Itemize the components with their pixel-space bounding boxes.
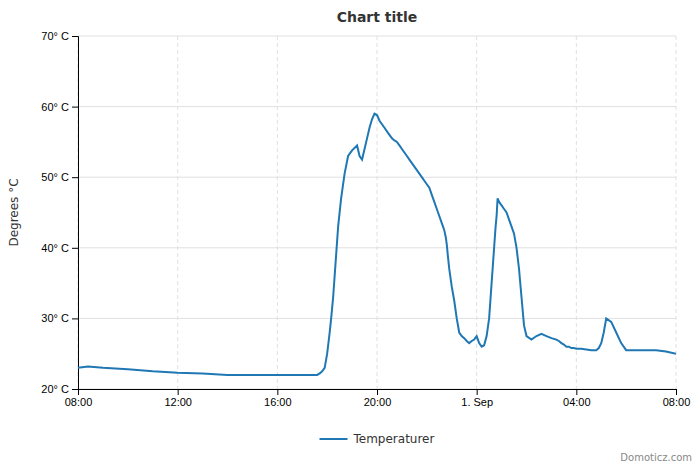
x-tick-label: 20:00	[364, 396, 392, 408]
y-tick-mark	[72, 318, 78, 319]
legend-item: Temperaturer	[319, 432, 434, 446]
annotation: Domoticz.com	[620, 452, 692, 463]
x-tick-label: 12:00	[164, 396, 192, 408]
legend: Temperaturer	[319, 432, 434, 446]
y-tick-label: 20° C	[41, 383, 69, 395]
y-tick: 50° C	[41, 171, 78, 183]
grid-line-x	[177, 36, 178, 389]
title: Chart title	[337, 9, 418, 25]
y-tick-label: 70° C	[41, 30, 69, 42]
y-tick-mark	[72, 107, 78, 108]
grid-line-x	[377, 36, 378, 389]
chart: 08:0012:0016:0020:001. Sep04:0008:0020° …	[0, 0, 700, 467]
line	[78, 114, 676, 375]
x-tick: 08:00	[663, 389, 691, 408]
x-tick-label: 04:00	[563, 396, 591, 408]
grid-line-x	[277, 36, 278, 389]
x-tick-mark	[178, 389, 179, 395]
x-tick-mark	[576, 389, 577, 395]
y-tick-mark	[72, 248, 78, 249]
y-axis: 20° C 30° C 40° C 50° C 60° C 70° C	[41, 30, 78, 395]
y-tick-label: 40° C	[41, 242, 69, 254]
x-tick-label: 08:00	[65, 396, 93, 408]
legend-label: Temperaturer	[352, 432, 434, 446]
x-axis-line	[79, 390, 677, 396]
y-tick-label: 30° C	[41, 312, 69, 324]
grid-line-x	[576, 36, 577, 389]
x-tick: 20:00	[364, 389, 392, 408]
x-tick-mark	[676, 389, 677, 395]
grid	[78, 36, 676, 389]
marks	[78, 114, 676, 375]
x-tick-mark	[377, 389, 378, 395]
y-tick: 20° C	[41, 383, 78, 395]
y-tick-mark	[72, 389, 78, 390]
x-tick: 16:00	[264, 389, 292, 408]
x-tick-mark	[477, 389, 478, 395]
plot: 08:0012:0016:0020:001. Sep04:0008:0020° …	[41, 30, 690, 408]
y-tick: 40° C	[41, 242, 78, 254]
x-tick: 1. Sep	[461, 389, 493, 408]
grid-line-x	[676, 36, 677, 389]
x-tick: 12:00	[164, 389, 192, 408]
legend-swatch	[319, 438, 347, 440]
x-tick-label: 16:00	[264, 396, 292, 408]
x-tick-label: 08:00	[663, 396, 691, 408]
x-tick-label: 1. Sep	[461, 396, 493, 408]
x-tick: 04:00	[563, 389, 591, 408]
y-tick-mark	[72, 177, 78, 178]
x-tick-mark	[277, 389, 278, 395]
y-tick: 70° C	[41, 30, 78, 42]
y-tick-label: 60° C	[41, 101, 69, 113]
y-tick: 30° C	[41, 312, 78, 324]
y-tick-label: 50° C	[41, 171, 69, 183]
y-axis-title: Degrees °C	[7, 178, 21, 246]
y-tick: 60° C	[41, 101, 78, 113]
y-axis-line	[72, 37, 79, 390]
y-tick-mark	[72, 36, 78, 37]
x-axis: 08:00 12:00 16:00 20:00 1. Sep 04:00 08:00	[65, 389, 691, 408]
